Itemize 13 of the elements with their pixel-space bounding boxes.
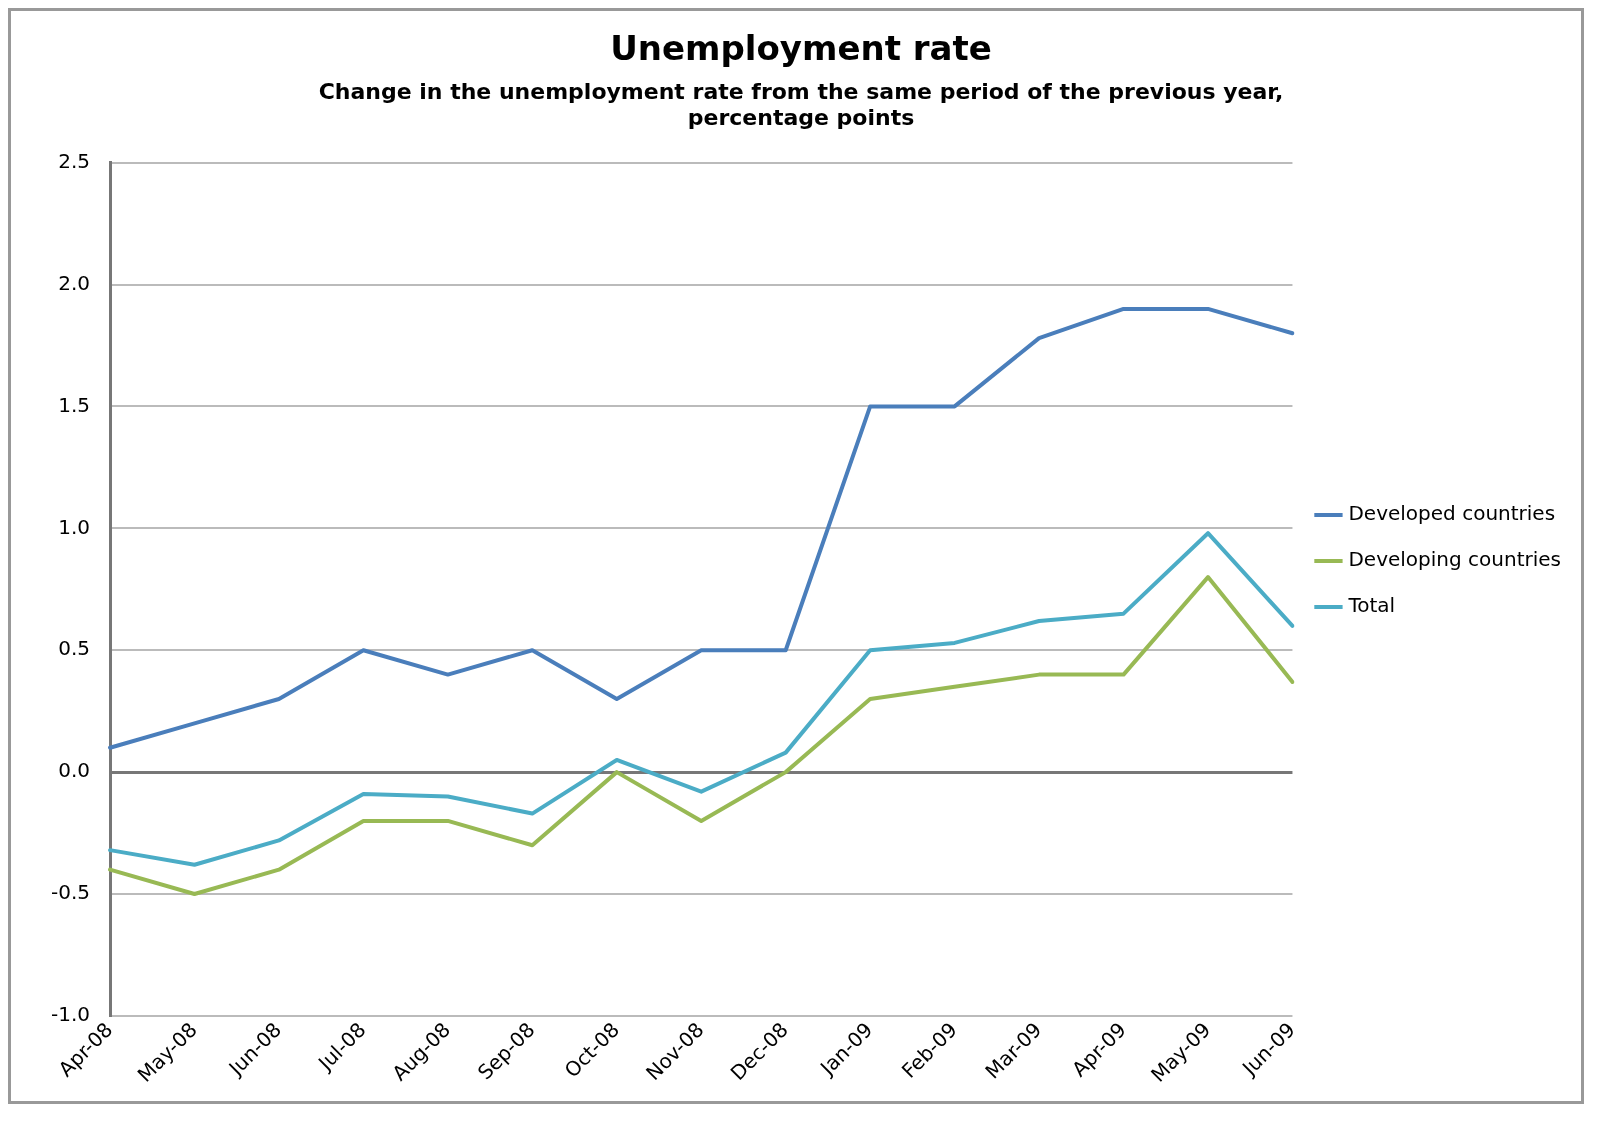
chart-subtitle: Change in the unemployment rate from the same period of the previous year, percentage points [318,78,1284,131]
y-tick-label: 0.0 [58,758,91,783]
y-tick-label: 2.0 [58,270,91,295]
legend-label: Total [1347,593,1396,618]
y-tick-label: -0.5 [50,880,91,905]
y-tick-label: 2.5 [58,148,91,173]
chart-title: Unemployment rate [610,28,992,69]
y-tick-label: 1.0 [58,514,91,539]
y-tick-label: 0.5 [58,636,91,661]
y-tick-label: 1.5 [58,392,91,417]
y-tick-label: -1.0 [50,1002,91,1027]
legend-label: Developing countries [1348,547,1562,572]
legend-label: Developed countries [1348,501,1556,526]
